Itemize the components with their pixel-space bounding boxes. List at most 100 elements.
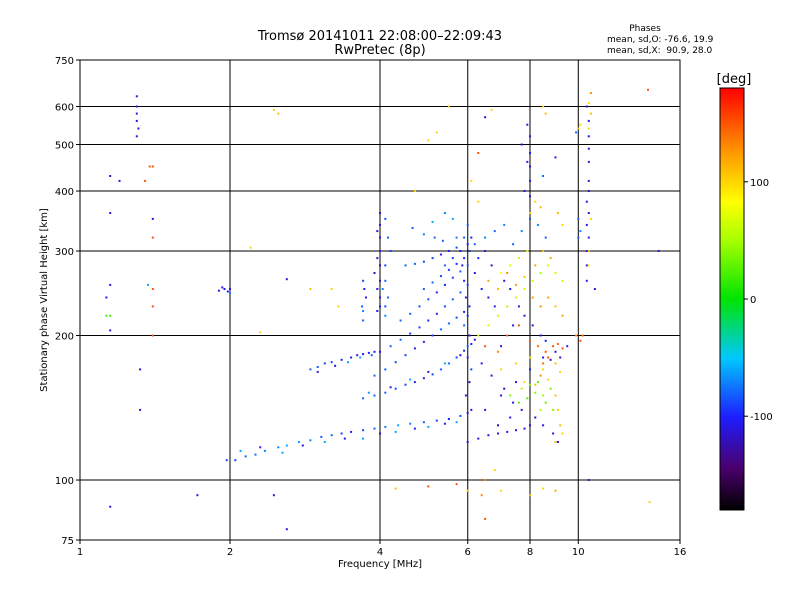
data-point <box>493 230 496 233</box>
stats-line-1: mean, sd,O: -76.6, 19.9 <box>607 35 714 45</box>
data-point <box>648 501 651 503</box>
data-point <box>529 339 531 342</box>
data-point <box>451 276 454 279</box>
data-point <box>139 368 142 371</box>
data-point <box>443 283 446 286</box>
data-point <box>277 446 280 449</box>
data-point <box>539 374 542 377</box>
data-point <box>373 374 376 377</box>
data-point <box>589 112 592 115</box>
data-point <box>500 394 503 397</box>
data-point <box>517 257 520 260</box>
data-point <box>404 264 407 267</box>
data-point <box>309 368 312 371</box>
data-point <box>539 408 542 411</box>
data-point <box>556 343 559 345</box>
data-point <box>487 324 490 327</box>
data-point <box>376 310 379 312</box>
data-point <box>477 257 480 260</box>
data-point <box>585 250 588 252</box>
data-point <box>340 432 343 435</box>
data-point <box>323 362 326 365</box>
data-point <box>221 286 224 289</box>
data-point <box>397 424 400 427</box>
data-point <box>470 236 473 239</box>
data-point <box>439 253 442 256</box>
data-point <box>587 179 590 182</box>
data-point <box>470 368 473 371</box>
data-point <box>561 223 564 226</box>
data-point <box>370 354 373 357</box>
data-point <box>556 212 559 214</box>
data-point <box>468 381 471 384</box>
data-point <box>404 383 407 386</box>
data-point <box>151 217 154 220</box>
data-point <box>443 264 446 267</box>
data-point <box>549 387 552 390</box>
data-point <box>427 319 430 322</box>
data-point <box>379 236 381 239</box>
data-point <box>487 296 490 299</box>
data-point <box>587 119 590 122</box>
data-point <box>473 243 476 246</box>
data-point <box>480 494 483 497</box>
data-point <box>384 279 387 282</box>
data-point <box>523 190 526 192</box>
grid-lines <box>80 60 680 540</box>
data-point <box>585 200 588 203</box>
data-point <box>151 288 154 290</box>
x-tick-label: 2 <box>227 547 233 558</box>
data-point <box>542 356 545 359</box>
y-tick-label: 100 <box>55 476 74 487</box>
data-point <box>497 350 499 353</box>
data-point <box>534 416 537 419</box>
data-point <box>490 109 493 111</box>
data-point <box>529 383 531 386</box>
data-point <box>579 230 582 233</box>
y-tick-label: 750 <box>55 56 74 67</box>
x-tick-label: 1 <box>77 547 83 558</box>
data-point <box>343 437 346 440</box>
data-point <box>554 441 557 443</box>
data-point <box>379 250 381 252</box>
data-point <box>500 272 503 274</box>
data-point <box>441 239 444 242</box>
data-point <box>529 424 531 427</box>
data-point <box>534 383 537 386</box>
data-point <box>463 236 466 239</box>
data-point <box>529 368 531 371</box>
data-point <box>455 236 458 239</box>
data-point <box>139 408 142 411</box>
data-point <box>579 123 582 126</box>
data-point <box>587 160 590 163</box>
data-point <box>316 366 319 368</box>
data-point <box>523 275 526 278</box>
data-point <box>427 370 430 373</box>
data-point <box>234 459 237 462</box>
data-point <box>547 264 550 267</box>
data-point <box>384 314 387 317</box>
data-point <box>381 288 384 290</box>
colorbar <box>719 87 745 511</box>
data-point <box>394 430 397 433</box>
data-point <box>373 394 376 397</box>
data-point <box>523 427 526 430</box>
data-point <box>587 135 590 138</box>
data-point <box>512 401 515 404</box>
data-point <box>301 444 304 447</box>
data-point <box>559 356 562 359</box>
data-point <box>263 449 266 452</box>
data-point <box>468 250 471 252</box>
y-axis-label: Stationary phase Virtual Height [km] <box>39 208 50 392</box>
data-point <box>517 305 520 308</box>
data-point <box>384 368 387 371</box>
data-point <box>135 135 138 138</box>
data-point <box>151 334 154 337</box>
data-point <box>490 374 493 377</box>
data-point <box>493 468 496 471</box>
data-point <box>439 368 442 371</box>
data-point <box>443 305 446 308</box>
data-point <box>297 441 300 443</box>
data-point <box>466 314 469 317</box>
data-point <box>515 296 517 299</box>
